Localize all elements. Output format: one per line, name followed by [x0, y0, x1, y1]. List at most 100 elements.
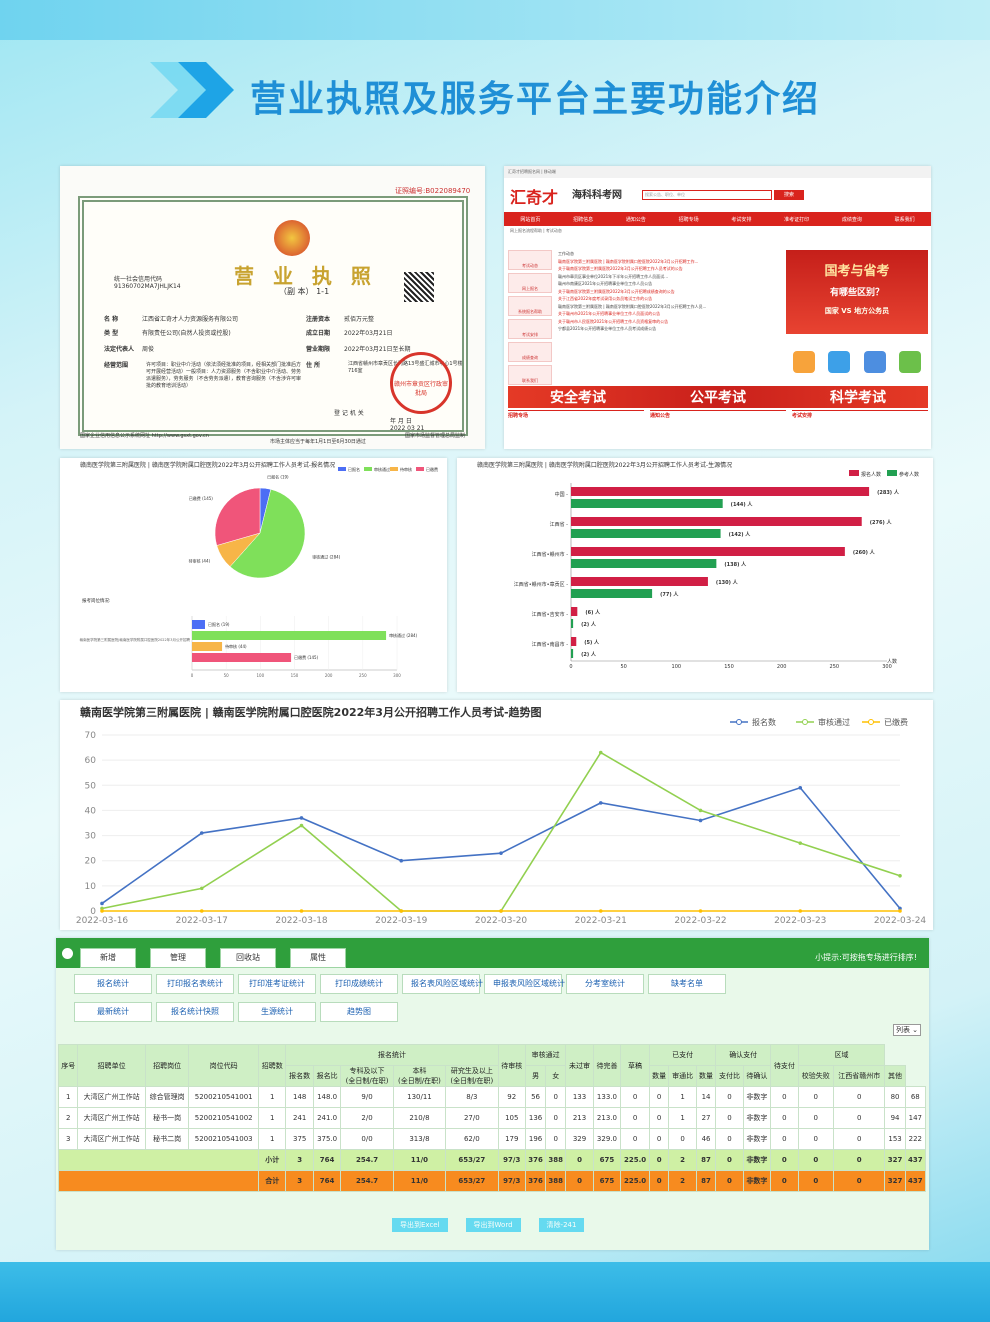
data-point[interactable]	[499, 851, 503, 855]
data-point[interactable]	[100, 906, 104, 911]
stats-tab[interactable]: 报名统计	[74, 974, 152, 994]
portal-nav-item[interactable]: 通知公告	[625, 216, 646, 223]
pie-slice[interactable]	[229, 489, 306, 579]
data-point[interactable]	[199, 886, 204, 891]
ftp-icon[interactable]	[863, 351, 886, 373]
bar[interactable]	[571, 499, 723, 508]
data-point[interactable]	[100, 909, 104, 913]
admin-top-tab[interactable]: 属性	[290, 948, 346, 968]
bar[interactable]	[571, 607, 578, 616]
data-point[interactable]	[698, 808, 703, 813]
data-point[interactable]	[299, 823, 304, 828]
bar[interactable]	[571, 547, 845, 556]
portal-nav-item[interactable]: 招聘信息	[573, 216, 594, 223]
portal-nav-item[interactable]: 招聘专场	[678, 216, 699, 223]
bar[interactable]	[571, 637, 577, 646]
portal-news-item[interactable]: 赣南医学院第三附属医院 | 赣南医学院附属口腔医院2022年3月公开招聘工作人员…	[558, 303, 707, 309]
portal-ad-banner[interactable]: 国考与省考 有哪些区别？ 国家 VS 地方公务员	[786, 250, 928, 334]
list-view-select[interactable]: 列表 ⌄	[893, 1024, 921, 1036]
portal-side-item[interactable]: 成绩查询	[508, 342, 552, 362]
sub-chart-bar[interactable]	[192, 642, 223, 651]
data-point[interactable]	[898, 906, 902, 911]
data-point[interactable]	[598, 750, 603, 755]
stats-tab[interactable]: 打印报名表统计	[156, 974, 234, 994]
bar[interactable]	[571, 529, 721, 538]
portal-news-item[interactable]: 关于赣南医学院第三附属医院2022年3月公开招聘成绩查询的公告	[558, 288, 675, 294]
stats-tab[interactable]: 打印准考证统计	[238, 974, 316, 994]
portal-nav-item[interactable]: 联系我们	[894, 216, 915, 223]
portal-side-item[interactable]: 考试动态	[508, 250, 552, 270]
back-icon[interactable]	[62, 948, 73, 959]
puzzle-icon[interactable]	[792, 351, 815, 373]
data-point[interactable]	[399, 909, 404, 913]
portal-column-title[interactable]: 招聘专场	[508, 413, 529, 419]
pie-slice[interactable]	[214, 487, 261, 546]
portal-search-input[interactable]: 搜索公告、职位、单位	[642, 190, 772, 200]
export-button[interactable]: 导出到Excel	[392, 1218, 448, 1232]
data-point[interactable]	[598, 801, 603, 805]
sub-chart-bar[interactable]	[192, 631, 387, 640]
admin-top-tab[interactable]: 回收站	[220, 948, 276, 968]
group-icon[interactable]	[828, 351, 851, 373]
data-point[interactable]	[898, 874, 902, 878]
data-point[interactable]	[399, 858, 404, 863]
portal-news-item[interactable]: 工作动态	[558, 251, 574, 256]
stats-tab[interactable]: 报名表风险区域统计	[402, 974, 483, 994]
bar[interactable]	[571, 517, 862, 526]
data-point[interactable]	[100, 901, 104, 906]
bar[interactable]	[571, 589, 653, 598]
admin-top-tab[interactable]: 新增	[80, 948, 136, 968]
data-point[interactable]	[798, 841, 803, 845]
table-row[interactable]: 1 大湾区广州工作站 综合管理岗 5200210541001 1 148 148.0 9/0 1…	[57, 1086, 927, 1108]
stats-subtab[interactable]: 生源统计	[238, 1002, 316, 1022]
sub-chart-bar[interactable]	[192, 653, 292, 662]
data-point[interactable]	[299, 816, 304, 820]
data-point[interactable]	[698, 909, 703, 913]
series-line[interactable]	[101, 786, 901, 909]
portal-news-item[interactable]: 关于赣南医学院第三附属医院2022年3月公开招聘工作人员考试的公告	[558, 266, 683, 271]
question-icon[interactable]	[899, 351, 922, 373]
data-point[interactable]	[499, 909, 503, 913]
portal-news-item[interactable]: 关于赣州市人民医院2021年公开招聘工作人员资格复审的公告	[558, 318, 669, 324]
portal-search-button[interactable]: 搜索	[774, 190, 804, 200]
data-point[interactable]	[199, 909, 204, 913]
portal-news-item[interactable]: 宁都县2021年公开招聘事业单位工作人员考试成绩公告	[558, 326, 657, 331]
table-row[interactable]: 2 大湾区广州工作站 秘书一岗 5200210541002 1 241 241.0 2/0 21…	[57, 1107, 927, 1129]
portal-news-item[interactable]: 赣州市南康区2021年公开招聘事业单位工作人员公告	[558, 281, 653, 286]
bar[interactable]	[571, 577, 708, 586]
portal-news-item[interactable]: 关于江西省2022年度考试录用公务员笔试工作的公告	[558, 296, 653, 301]
data-point[interactable]	[698, 818, 703, 823]
portal-side-item[interactable]: 系统报名帮助	[508, 296, 552, 316]
stats-tab[interactable]: 缺考名单	[648, 974, 726, 994]
data-point[interactable]	[598, 909, 603, 913]
admin-top-tab[interactable]: 管理	[150, 948, 206, 968]
export-button[interactable]: 导出到Word	[465, 1218, 521, 1232]
portal-column-title[interactable]: 通知公告	[650, 413, 671, 419]
export-button[interactable]: 清除-241	[538, 1218, 585, 1232]
data-point[interactable]	[199, 831, 204, 835]
bar[interactable]	[571, 619, 574, 628]
portal-news-item[interactable]: 赣南医学院第三附属医院 | 赣南医学院附属口腔医院2022年3月公开招聘工作..…	[558, 258, 699, 264]
portal-nav-item[interactable]: 考试安排	[731, 216, 752, 223]
portal-news-item[interactable]: 赣州市章贡区事业单位2021年下半年公开招聘工作人员面试...	[558, 273, 668, 279]
bar[interactable]	[571, 487, 870, 496]
sub-chart-bar[interactable]	[192, 620, 205, 629]
portal-side-item[interactable]: 网上报名	[508, 273, 552, 293]
data-point[interactable]	[798, 909, 803, 913]
portal-nav-item[interactable]: 网站首页	[520, 216, 541, 223]
portal-column-title[interactable]: 考试安排	[792, 413, 813, 419]
stats-subtab[interactable]: 趋势图	[320, 1002, 398, 1022]
bar[interactable]	[571, 649, 574, 658]
data-point[interactable]	[798, 786, 803, 790]
portal-side-item[interactable]: 考试安排	[508, 319, 552, 339]
portal-logo[interactable]: 汇奇才	[510, 188, 559, 207]
portal-nav-item[interactable]: 准考证打印	[784, 216, 810, 223]
portal-nav-item[interactable]: 成绩查询	[841, 216, 862, 223]
stats-tab[interactable]: 分考室统计	[566, 974, 644, 994]
stats-tab[interactable]: 打印成绩统计	[320, 974, 398, 994]
data-point[interactable]	[898, 909, 902, 913]
stats-tab[interactable]: 申报表风险区域统计	[484, 974, 565, 994]
bar[interactable]	[571, 559, 717, 568]
stats-subtab[interactable]: 最新统计	[74, 1002, 152, 1022]
portal-side-item[interactable]: 联系我们	[508, 365, 552, 385]
